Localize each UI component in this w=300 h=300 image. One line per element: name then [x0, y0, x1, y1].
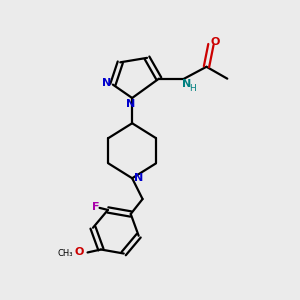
Text: N: N — [126, 99, 135, 109]
Text: N: N — [102, 78, 111, 88]
Text: F: F — [92, 202, 100, 212]
Text: N: N — [182, 79, 191, 89]
Text: N: N — [134, 172, 143, 183]
Text: H: H — [189, 84, 196, 93]
Text: CH₃: CH₃ — [58, 249, 73, 258]
Text: O: O — [74, 248, 84, 257]
Text: O: O — [211, 37, 220, 47]
